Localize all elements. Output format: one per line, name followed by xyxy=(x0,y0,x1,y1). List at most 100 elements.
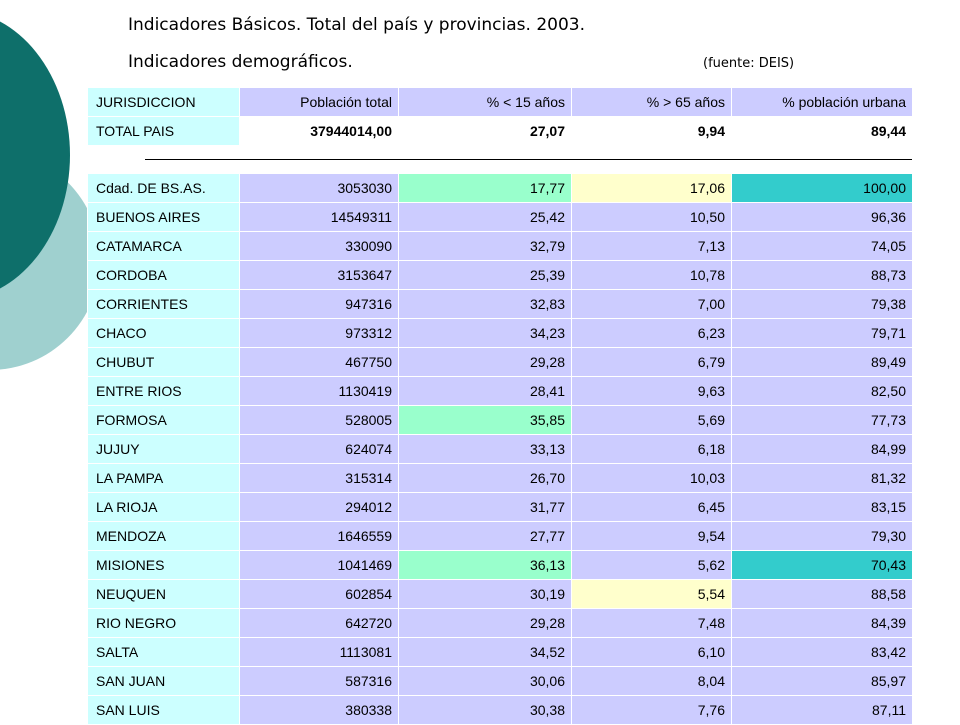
cell-urban: 84,39 xyxy=(731,608,913,638)
cell-under-15: 32,79 xyxy=(398,231,572,261)
cell-jurisdiccion: CHUBUT xyxy=(87,347,240,377)
cell-over-65: 6,10 xyxy=(571,637,732,667)
cell-poblacion: 380338 xyxy=(239,695,399,725)
cell-under-15: 32,83 xyxy=(398,289,572,319)
cell-poblacion: 3153647 xyxy=(239,260,399,290)
total-poblacion: 37944014,00 xyxy=(239,116,399,146)
cell-urban: 83,42 xyxy=(731,637,913,667)
cell-over-65: 17,06 xyxy=(571,173,732,203)
cell-jurisdiccion: CHACO xyxy=(87,318,240,348)
page-title: Indicadores Básicos. Total del país y pr… xyxy=(128,15,585,35)
table-row: LA PAMPA 315314 26,70 10,03 81,32 xyxy=(87,463,913,493)
cell-urban: 82,50 xyxy=(731,376,913,406)
cell-poblacion: 3053030 xyxy=(239,173,399,203)
total-urban: 89,44 xyxy=(731,116,913,146)
cell-under-15: 34,52 xyxy=(398,637,572,667)
cell-urban: 87,11 xyxy=(731,695,913,725)
cell-under-15: 25,42 xyxy=(398,202,572,232)
cell-urban: 88,73 xyxy=(731,260,913,290)
cell-urban: 88,58 xyxy=(731,579,913,609)
cell-jurisdiccion: CORRIENTES xyxy=(87,289,240,319)
cell-under-15: 26,70 xyxy=(398,463,572,493)
cell-poblacion: 947316 xyxy=(239,289,399,319)
cell-over-65: 5,54 xyxy=(571,579,732,609)
column-header-under-15: % < 15 años xyxy=(398,87,572,117)
cell-over-65: 7,00 xyxy=(571,289,732,319)
cell-poblacion: 587316 xyxy=(239,666,399,696)
cell-jurisdiccion: BUENOS AIRES xyxy=(87,202,240,232)
cell-urban: 77,73 xyxy=(731,405,913,435)
cell-urban: 81,32 xyxy=(731,463,913,493)
column-header-urban: % población urbana xyxy=(731,87,913,117)
cell-urban: 83,15 xyxy=(731,492,913,522)
cell-poblacion: 602854 xyxy=(239,579,399,609)
cell-jurisdiccion: FORMOSA xyxy=(87,405,240,435)
cell-over-65: 5,69 xyxy=(571,405,732,435)
column-header-over-65: % > 65 años xyxy=(571,87,732,117)
provinces-table: Cdad. DE BS.AS. 3053030 17,77 17,06 100,00 BU… xyxy=(87,173,913,725)
cell-jurisdiccion: SAN JUAN xyxy=(87,666,240,696)
cell-over-65: 10,50 xyxy=(571,202,732,232)
cell-over-65: 8,04 xyxy=(571,666,732,696)
cell-over-65: 10,03 xyxy=(571,463,732,493)
cell-over-65: 6,18 xyxy=(571,434,732,464)
table-row: CHACO 973312 34,23 6,23 79,71 xyxy=(87,318,913,348)
cell-under-15: 34,23 xyxy=(398,318,572,348)
cell-urban: 70,43 xyxy=(731,550,913,580)
cell-over-65: 6,45 xyxy=(571,492,732,522)
table-row: LA RIOJA 294012 31,77 6,45 83,15 xyxy=(87,492,913,522)
cell-jurisdiccion: ENTRE RIOS xyxy=(87,376,240,406)
cell-poblacion: 294012 xyxy=(239,492,399,522)
table-row: FORMOSA 528005 35,85 5,69 77,73 xyxy=(87,405,913,435)
cell-poblacion: 14549311 xyxy=(239,202,399,232)
cell-urban: 79,38 xyxy=(731,289,913,319)
total-over-65: 9,94 xyxy=(571,116,732,146)
table-row: CORRIENTES 947316 32,83 7,00 79,38 xyxy=(87,289,913,319)
cell-jurisdiccion: SALTA xyxy=(87,637,240,667)
cell-poblacion: 973312 xyxy=(239,318,399,348)
cell-jurisdiccion: MENDOZA xyxy=(87,521,240,551)
page-subtitle: Indicadores demográficos. xyxy=(128,52,353,72)
cell-jurisdiccion: CORDOBA xyxy=(87,260,240,290)
cell-over-65: 6,79 xyxy=(571,347,732,377)
summary-table: JURISDICCION Población total % < 15 años… xyxy=(87,87,913,146)
cell-poblacion: 1041469 xyxy=(239,550,399,580)
cell-urban: 79,71 xyxy=(731,318,913,348)
table-row: NEUQUEN 602854 30,19 5,54 88,58 xyxy=(87,579,913,609)
cell-urban: 89,49 xyxy=(731,347,913,377)
table-row: BUENOS AIRES 14549311 25,42 10,50 96,36 xyxy=(87,202,913,232)
cell-poblacion: 528005 xyxy=(239,405,399,435)
divider-line xyxy=(145,159,912,160)
source-note: (fuente: DEIS) xyxy=(703,56,795,71)
cell-over-65: 6,23 xyxy=(571,318,732,348)
cell-jurisdiccion: CATAMARCA xyxy=(87,231,240,261)
provinces-table-body: Cdad. DE BS.AS. 3053030 17,77 17,06 100,00 BU… xyxy=(87,173,913,725)
cell-over-65: 9,54 xyxy=(571,521,732,551)
column-header-poblacion: Población total xyxy=(239,87,399,117)
table-row: CATAMARCA 330090 32,79 7,13 74,05 xyxy=(87,231,913,261)
total-under-15: 27,07 xyxy=(398,116,572,146)
cell-over-65: 7,48 xyxy=(571,608,732,638)
table-row: SAN JUAN 587316 30,06 8,04 85,97 xyxy=(87,666,913,696)
cell-over-65: 5,62 xyxy=(571,550,732,580)
cell-under-15: 28,41 xyxy=(398,376,572,406)
table-row: SALTA 1113081 34,52 6,10 83,42 xyxy=(87,637,913,667)
cell-urban: 84,99 xyxy=(731,434,913,464)
table-row: JUJUY 624074 33,13 6,18 84,99 xyxy=(87,434,913,464)
cell-jurisdiccion: LA PAMPA xyxy=(87,463,240,493)
cell-over-65: 7,13 xyxy=(571,231,732,261)
cell-jurisdiccion: JUJUY xyxy=(87,434,240,464)
table-row: SAN LUIS 380338 30,38 7,76 87,11 xyxy=(87,695,913,725)
cell-urban: 79,30 xyxy=(731,521,913,551)
cell-urban: 96,36 xyxy=(731,202,913,232)
cell-poblacion: 642720 xyxy=(239,608,399,638)
table-row: Cdad. DE BS.AS. 3053030 17,77 17,06 100,00 xyxy=(87,173,913,203)
cell-poblacion: 315314 xyxy=(239,463,399,493)
table-row: CHUBUT 467750 29,28 6,79 89,49 xyxy=(87,347,913,377)
cell-under-15: 25,39 xyxy=(398,260,572,290)
cell-under-15: 29,28 xyxy=(398,347,572,377)
cell-poblacion: 624074 xyxy=(239,434,399,464)
cell-urban: 85,97 xyxy=(731,666,913,696)
cell-jurisdiccion: MISIONES xyxy=(87,550,240,580)
cell-urban: 74,05 xyxy=(731,231,913,261)
